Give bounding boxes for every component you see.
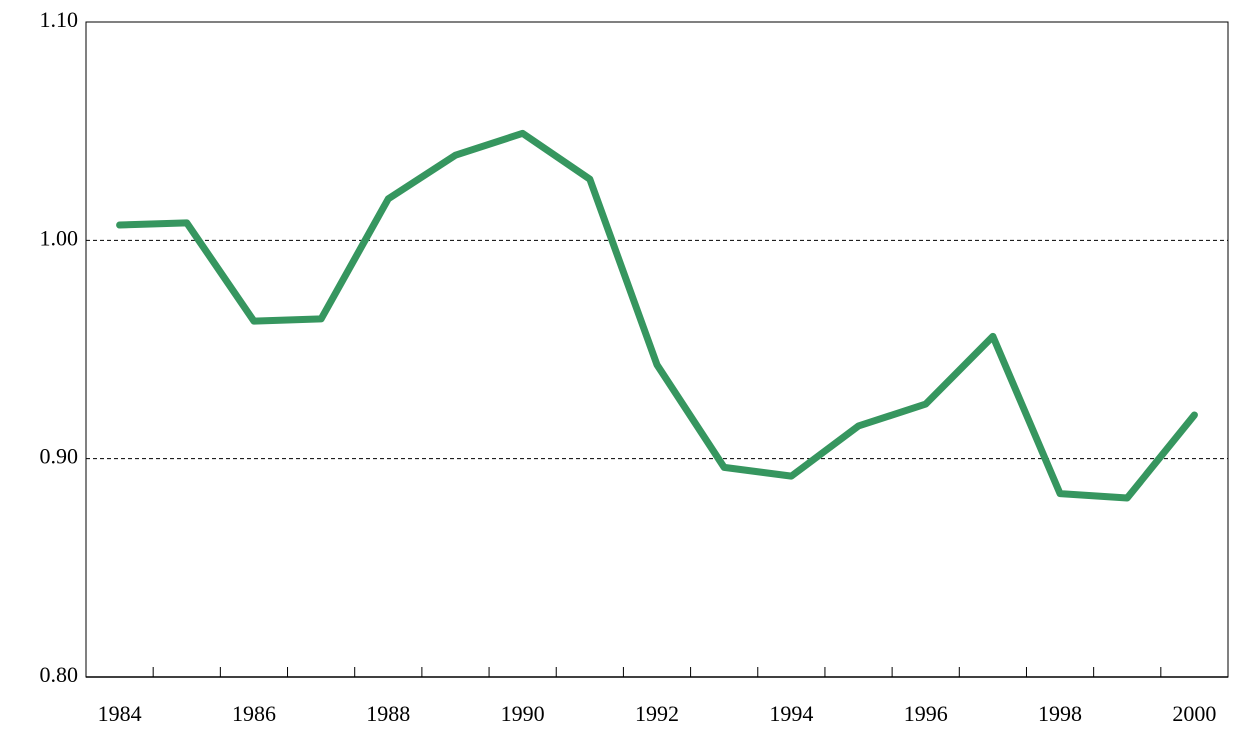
x-tick-label: 1994 [769, 701, 813, 726]
x-tick-label: 1988 [366, 701, 410, 726]
y-tick-label: 0.80 [40, 662, 79, 687]
data-line [116, 129, 1198, 502]
y-tick-label: 1.10 [40, 7, 79, 32]
plot-border [85, 21, 1229, 678]
x-tick-label: 1984 [98, 701, 142, 726]
x-tick-label: 1996 [904, 701, 948, 726]
y-tick-label: 1.00 [40, 225, 79, 250]
x-tick-label: 1986 [232, 701, 276, 726]
x-tick-label: 1998 [1038, 701, 1082, 726]
x-tick-label: 1992 [635, 701, 679, 726]
y-tick-label: 0.90 [40, 444, 79, 469]
x-tick-label: 2000 [1172, 701, 1216, 726]
x-tick-label: 1990 [501, 701, 545, 726]
